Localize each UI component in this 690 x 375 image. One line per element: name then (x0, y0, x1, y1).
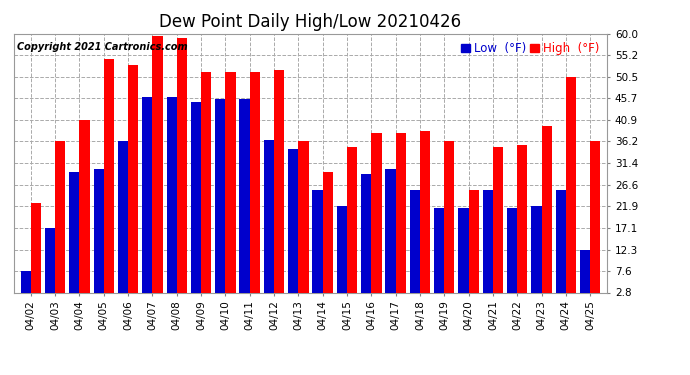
Bar (337, 206, 347, 292)
Bar (55, 141, 66, 292)
Bar (444, 141, 455, 292)
Bar (79, 120, 90, 292)
Bar (507, 208, 518, 292)
Bar (215, 99, 226, 292)
Bar (226, 72, 235, 292)
Bar (142, 97, 152, 292)
Bar (531, 206, 542, 292)
Text: Copyright 2021 Cartronics.com: Copyright 2021 Cartronics.com (17, 42, 188, 51)
Bar (420, 131, 430, 292)
Bar (580, 249, 590, 292)
Bar (555, 190, 566, 292)
Bar (395, 133, 406, 292)
Bar (239, 99, 250, 292)
Bar (177, 38, 187, 292)
Bar (201, 72, 211, 292)
Bar (31, 203, 41, 292)
Bar (152, 36, 163, 292)
Title: Dew Point Daily High/Low 20210426: Dew Point Daily High/Low 20210426 (159, 13, 462, 31)
Bar (45, 228, 55, 292)
Bar (191, 102, 201, 292)
Bar (458, 208, 469, 292)
Bar (469, 190, 479, 292)
Bar (434, 208, 444, 292)
Bar (483, 190, 493, 292)
Bar (386, 170, 395, 292)
Bar (104, 58, 114, 292)
Bar (94, 170, 104, 292)
Bar (128, 65, 138, 292)
Bar (566, 77, 576, 292)
Bar (371, 133, 382, 292)
Bar (298, 141, 308, 292)
Bar (518, 145, 527, 292)
Bar (361, 174, 371, 292)
Bar (21, 271, 31, 292)
Bar (410, 190, 420, 292)
Bar (274, 70, 284, 292)
Bar (323, 172, 333, 292)
Bar (264, 140, 274, 292)
Bar (313, 190, 323, 292)
Bar (288, 149, 298, 292)
Bar (69, 172, 79, 292)
Bar (250, 72, 260, 292)
Bar (542, 126, 552, 292)
Bar (347, 147, 357, 292)
Bar (590, 141, 600, 292)
Bar (493, 147, 503, 292)
Bar (118, 141, 128, 292)
Bar (166, 97, 177, 292)
Legend: Low  (°F), High  (°F): Low (°F), High (°F) (458, 40, 601, 57)
